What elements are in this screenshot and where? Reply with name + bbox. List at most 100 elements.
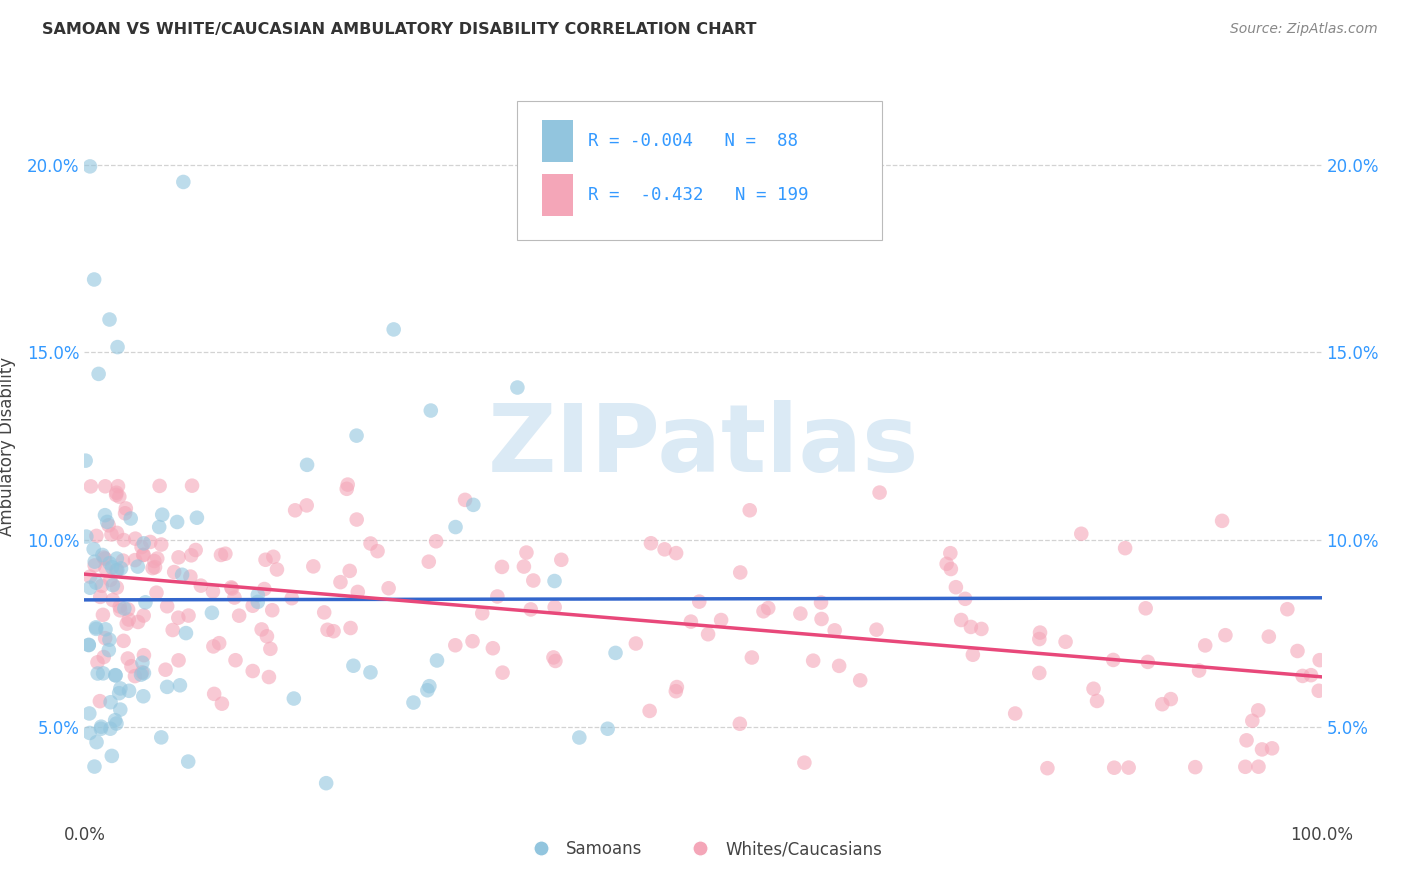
Point: [96, 515, 118, 529]
Point: [97, 518, 120, 533]
Point: [1194, 639, 1216, 653]
Point: [491, 665, 513, 680]
Point: [100, 527, 122, 541]
Point: [1277, 602, 1299, 616]
Point: [1085, 694, 1108, 708]
Point: [679, 615, 702, 629]
Point: [177, 608, 200, 623]
Point: [90, 720, 112, 734]
Point: [789, 607, 811, 621]
Point: [945, 580, 967, 594]
Point: [94, 479, 117, 493]
Point: [454, 492, 477, 507]
Point: [105, 525, 128, 540]
Point: [425, 534, 447, 549]
Point: [86, 655, 108, 669]
Point: [201, 584, 224, 599]
Point: [90, 579, 112, 593]
Point: [98, 556, 121, 570]
Point: [849, 673, 872, 688]
Point: [105, 563, 128, 577]
Point: [377, 581, 399, 595]
Point: [79, 706, 101, 721]
Point: [84, 575, 107, 590]
Point: [75, 453, 97, 467]
Bar: [543, 175, 574, 216]
Point: [482, 641, 505, 656]
Point: [202, 640, 225, 654]
Point: [339, 621, 361, 635]
Point: [155, 663, 177, 677]
Point: [1102, 653, 1125, 667]
Point: [939, 546, 962, 560]
Point: [728, 566, 751, 580]
Point: [83, 558, 105, 573]
Point: [1029, 625, 1052, 640]
Point: [93, 650, 115, 665]
Point: [382, 322, 405, 336]
Text: R = -0.004   N =  88: R = -0.004 N = 88: [588, 132, 799, 150]
Point: [359, 665, 381, 680]
Point: [1028, 665, 1050, 680]
Point: [132, 536, 155, 550]
Point: [950, 613, 973, 627]
Point: [1308, 683, 1330, 698]
Point: [1291, 669, 1313, 683]
Point: [117, 602, 139, 616]
Point: [190, 579, 212, 593]
Point: [346, 512, 368, 526]
Point: [100, 695, 122, 709]
Point: [728, 716, 751, 731]
Point: [83, 555, 105, 569]
Point: [544, 654, 567, 668]
Point: [257, 670, 280, 684]
Point: [256, 629, 278, 643]
Point: [118, 683, 141, 698]
Point: [970, 622, 993, 636]
Point: [219, 581, 242, 595]
Point: [139, 535, 162, 549]
FancyBboxPatch shape: [517, 102, 883, 240]
Point: [89, 590, 111, 604]
Point: [93, 550, 115, 565]
Point: [665, 546, 688, 560]
Point: [1036, 761, 1059, 775]
Point: [259, 641, 281, 656]
Point: [336, 482, 359, 496]
Point: [486, 590, 509, 604]
Point: [543, 574, 565, 588]
Point: [246, 595, 269, 609]
Point: [150, 508, 173, 522]
Point: [105, 551, 128, 566]
Point: [172, 175, 194, 189]
Legend: Samoans, Whites/Caucasians: Samoans, Whites/Caucasians: [517, 833, 889, 864]
Point: [515, 545, 537, 559]
Point: [124, 553, 146, 567]
Point: [105, 563, 128, 577]
Point: [865, 623, 887, 637]
Point: [1083, 681, 1105, 696]
Point: [346, 585, 368, 599]
Point: [1261, 741, 1284, 756]
Point: [1188, 664, 1211, 678]
Point: [1152, 697, 1174, 711]
Point: [112, 533, 135, 547]
Point: [697, 627, 720, 641]
Point: [114, 501, 136, 516]
Point: [110, 561, 132, 575]
Point: [101, 748, 124, 763]
Point: [105, 716, 128, 731]
Point: [143, 554, 166, 568]
Point: [224, 653, 246, 667]
Point: [1236, 733, 1258, 747]
Point: [86, 529, 108, 543]
Point: [145, 585, 167, 599]
Point: [75, 530, 97, 544]
Point: [346, 428, 368, 442]
Point: [90, 722, 112, 736]
Point: [107, 340, 129, 354]
Point: [149, 479, 172, 493]
Point: [295, 458, 318, 472]
Point: [426, 653, 449, 667]
Point: [208, 636, 231, 650]
